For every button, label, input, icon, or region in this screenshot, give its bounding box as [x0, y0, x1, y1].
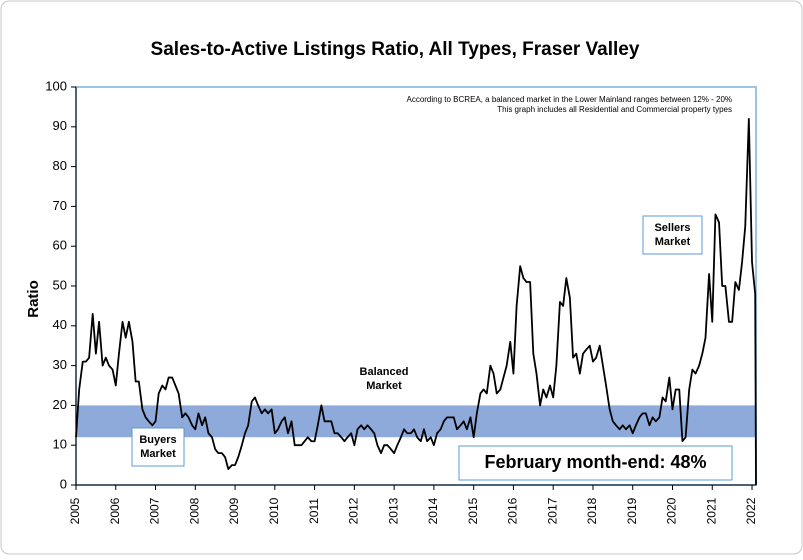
- x-tick-label: 2007: [148, 497, 162, 524]
- annotation-text: Market: [366, 380, 402, 392]
- x-tick-label: 2012: [347, 497, 361, 524]
- annotation-text: Market: [140, 448, 176, 460]
- note: According to BCREA, a balanced market in…: [406, 95, 732, 104]
- annotation-text: Sellers: [654, 222, 690, 234]
- x-tick-label: 2009: [227, 497, 241, 524]
- y-tick-label: 10: [53, 437, 67, 452]
- annotation-box: [352, 360, 416, 398]
- note: This graph includes all Residential and …: [497, 105, 732, 114]
- annotation-text: Balanced: [360, 366, 409, 378]
- annotation-box: [458, 445, 733, 481]
- y-axis-label: Ratio: [25, 280, 42, 318]
- y-tick-label: 20: [53, 397, 67, 412]
- annotation-box: [131, 427, 185, 467]
- y-tick-label: 100: [45, 78, 67, 93]
- x-tick-label: 2016: [506, 497, 520, 524]
- x-tick-label: 2006: [108, 497, 122, 524]
- y-tick-label: 50: [53, 277, 67, 292]
- data-line: [75, 117, 757, 486]
- y-tick-label: 90: [53, 118, 67, 133]
- x-tick-label: 2020: [665, 497, 679, 524]
- chart-title: Sales-to-Active Listings Ratio, All Type…: [151, 39, 640, 60]
- x-tick-label: 2010: [267, 497, 281, 524]
- x-tick-label: 2011: [307, 498, 321, 524]
- x-tick-label: 2019: [625, 497, 639, 524]
- x-tick-label: 2005: [68, 497, 82, 524]
- y-tick-label: 80: [53, 158, 67, 173]
- x-tick-label: 2018: [585, 497, 599, 524]
- y-tick-label: 40: [53, 317, 67, 332]
- x-tick-label: 2008: [187, 497, 201, 524]
- x-tick-label: 2013: [386, 497, 400, 524]
- y-tick-label: 60: [53, 238, 67, 253]
- y-tick-label: 30: [53, 357, 67, 372]
- x-tick-label: 2022: [744, 497, 758, 524]
- annotation-text: February month-end: 48%: [484, 452, 706, 472]
- x-tick-label: 2015: [466, 497, 480, 524]
- annotation-box: [642, 215, 703, 255]
- annotation-text: Market: [655, 236, 691, 248]
- annotation-text: Buyers: [139, 434, 176, 446]
- x-tick-label: 2017: [545, 497, 559, 524]
- x-tick-label: 2021: [704, 497, 718, 524]
- x-tick-label: 2014: [426, 497, 440, 524]
- y-tick-label: 0: [60, 476, 67, 491]
- y-tick-label: 70: [53, 198, 67, 213]
